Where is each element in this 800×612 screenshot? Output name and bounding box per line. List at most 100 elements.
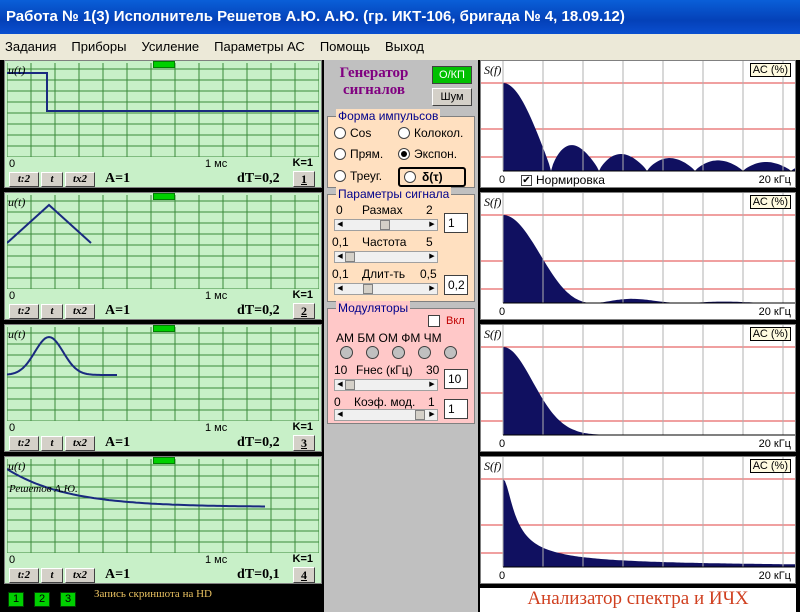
freq-thumb[interactable] [345, 252, 355, 262]
menu-devices[interactable]: Приборы [71, 39, 127, 54]
amplitude-label: A=1 [105, 435, 131, 450]
spectrum-graph [481, 193, 795, 304]
dt-label: dT=0,1 [237, 567, 280, 582]
spectrum-graph [481, 325, 795, 436]
time-x2-button[interactable]: tx2 [65, 435, 95, 451]
signal-trace [7, 335, 117, 376]
time-x2-button[interactable]: tx2 [65, 567, 95, 583]
fnes-value[interactable]: 10 [444, 369, 468, 389]
range-value[interactable]: 1 [444, 213, 468, 233]
kmod-value[interactable]: 1 [444, 399, 468, 419]
time-div2-button[interactable]: t:2 [9, 435, 39, 451]
k-label: K=1 [292, 289, 314, 301]
pulse-shape-group: Форма импульсов Cos Колокол. Прям. Экспо… [327, 109, 475, 188]
freq-label: Частота [362, 235, 407, 249]
spectrum-fill [503, 479, 795, 567]
ac-percent-button[interactable]: АС (%) [749, 63, 791, 77]
oscilloscope-controls: t:2 t tx2 A=1 dT=0,2 3 [9, 435, 319, 451]
dur-label: Длит-ть [362, 267, 406, 281]
normalize-checkbox[interactable]: ✔ Нормировка [521, 173, 605, 187]
time-reset-button[interactable]: t [41, 303, 63, 319]
fnes-label: Fнес (кГц) [356, 363, 413, 377]
shape-exp-radio[interactable]: Экспон. [398, 147, 457, 161]
range-min: 0 [336, 203, 343, 217]
menu-bar: Задания Приборы Усиление Параметры АС По… [0, 34, 800, 60]
trigger-marker[interactable] [153, 457, 175, 464]
time-div2-button[interactable]: t:2 [9, 567, 39, 583]
spectrum-panel-2: S(f) АС (%) 0 20 кГц [480, 192, 796, 320]
mod-bm-radio[interactable] [366, 346, 379, 359]
amplitude-label: A=1 [105, 171, 131, 186]
channel-number-button[interactable]: 3 [293, 435, 315, 451]
okp-button[interactable]: О/КП [432, 66, 472, 84]
time-reset-button[interactable]: t [41, 435, 63, 451]
kmod-label: Коэф. мод. [354, 395, 416, 409]
pulse-shape-title: Форма импульсов [336, 109, 441, 123]
mod-fm-radio[interactable] [418, 346, 431, 359]
menu-help[interactable]: Помощь [319, 39, 371, 54]
oscilloscope-plot [7, 327, 319, 421]
oscilloscope-plot [7, 459, 319, 553]
mod-om-radio[interactable] [392, 346, 405, 359]
trigger-marker[interactable] [153, 193, 175, 200]
menu-exit[interactable]: Выход [385, 39, 424, 54]
dur-max: 0,5 [420, 267, 437, 281]
time-x2-button[interactable]: tx2 [65, 171, 95, 187]
fnes-thumb[interactable] [345, 380, 355, 390]
channel-number-button[interactable]: 2 [293, 303, 315, 319]
trigger-marker[interactable] [153, 325, 175, 332]
oscilloscope-panel-1: u(t) 0 1 мс K=1 t:2 t tx2 A=1 dT=0,2 1 [4, 60, 322, 188]
bottom-button-3[interactable]: 3 [60, 592, 76, 607]
freq-slider[interactable]: ◀ ▶ [334, 251, 438, 263]
freq-min: 0,1 [332, 235, 349, 249]
shape-tri-radio[interactable]: Треуг. [334, 169, 382, 183]
kmod-thumb[interactable] [415, 410, 425, 420]
shape-delta-button[interactable]: δ(τ) [398, 167, 466, 187]
noise-button[interactable]: Шум [432, 88, 472, 106]
menu-tasks[interactable]: Задания [5, 39, 57, 54]
signal-trace [7, 72, 319, 112]
channel-number-button[interactable]: 4 [293, 567, 315, 583]
time-reset-button[interactable]: t [41, 567, 63, 583]
trigger-marker[interactable] [153, 61, 175, 68]
ac-percent-button[interactable]: АС (%) [749, 327, 791, 341]
fnes-slider[interactable]: ◀ ▶ [334, 379, 438, 391]
overlay-text: Решетов А.Ю. [9, 483, 78, 495]
signal-trace [7, 203, 92, 244]
kmod-slider[interactable]: ◀ ▶ [334, 409, 438, 421]
time-x2-button[interactable]: tx2 [65, 303, 95, 319]
mod-chm-radio[interactable] [444, 346, 457, 359]
range-thumb[interactable] [380, 220, 390, 230]
shape-cos-radio[interactable]: Cos [334, 126, 371, 140]
shape-cos-circle [334, 127, 346, 139]
shape-rect-radio[interactable]: Прям. [334, 147, 383, 161]
spectrum-plot [481, 193, 795, 305]
oscilloscope-panel-4: u(t) 0 1 мс K=1 t:2 t tx2 A=1 dT=0,1 4 Р… [4, 456, 322, 584]
menu-ac-params[interactable]: Параметры АС [214, 39, 305, 54]
mod-am-radio[interactable] [340, 346, 353, 359]
sf-label: S(f) [484, 195, 502, 209]
time-ms-label: 1 мс [205, 554, 228, 566]
channel-number-button[interactable]: 1 [293, 171, 315, 187]
ac-percent-button[interactable]: АС (%) [749, 459, 791, 473]
menu-gain[interactable]: Усиление [141, 39, 200, 54]
dur-slider[interactable]: ◀ ▶ [334, 283, 438, 295]
spectrum-panel-1: S(f) АС (%) 0 20 кГц ✔ Нормировка [480, 60, 796, 188]
range-slider[interactable]: ◀ ▶ [334, 219, 438, 231]
modulator-enable-checkbox[interactable] [428, 315, 440, 327]
normalize-check-icon: ✔ [521, 174, 532, 186]
bottom-buttons: 1 2 3 [8, 592, 86, 607]
dur-value[interactable]: 0,2 [444, 275, 468, 295]
time-div2-button[interactable]: t:2 [9, 303, 39, 319]
sf-label: S(f) [484, 459, 502, 473]
dur-thumb[interactable] [362, 284, 373, 294]
ac-percent-button[interactable]: АС (%) [749, 195, 791, 209]
bottom-button-1[interactable]: 1 [8, 592, 24, 607]
freq-khz-label: 20 кГц [758, 306, 791, 318]
shape-bell-radio[interactable]: Колокол. [398, 126, 463, 140]
time-zero-label: 0 [9, 158, 16, 170]
dt-label: dT=0,2 [237, 435, 280, 450]
bottom-button-2[interactable]: 2 [34, 592, 50, 607]
time-reset-button[interactable]: t [41, 171, 63, 187]
time-div2-button[interactable]: t:2 [9, 171, 39, 187]
